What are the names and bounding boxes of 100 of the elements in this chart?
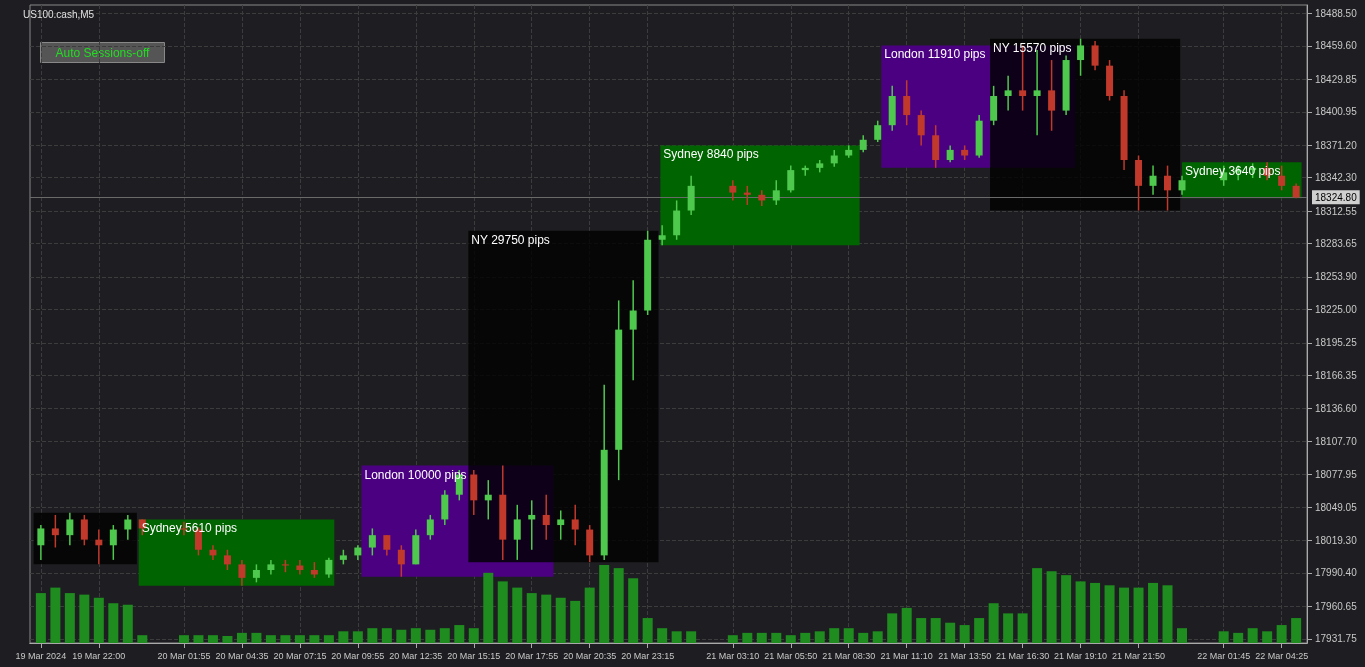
bar <box>64 593 75 643</box>
bar <box>555 597 566 643</box>
y-tick-label: 18195.25 <box>1315 337 1358 349</box>
candlestick <box>874 119 882 143</box>
bar <box>251 632 262 643</box>
candlestick <box>484 479 492 521</box>
y-tick-label: 18077.95 <box>1315 469 1358 481</box>
bar <box>410 628 421 643</box>
candlestick <box>557 509 565 541</box>
candlestick <box>1149 164 1157 196</box>
candlestick <box>571 504 579 547</box>
ref-line-label: 18324.80 <box>1315 191 1358 203</box>
candlestick <box>1077 37 1085 77</box>
candlestick <box>629 279 637 381</box>
candlestick <box>1048 59 1056 132</box>
bar <box>771 632 782 643</box>
bar <box>1090 582 1101 643</box>
bar <box>930 618 941 643</box>
bar <box>1061 575 1072 643</box>
candlestick <box>658 224 666 247</box>
bar <box>858 632 869 643</box>
bar <box>454 625 465 643</box>
bar <box>628 578 639 643</box>
bar <box>541 594 552 643</box>
bar <box>1133 587 1144 643</box>
bar <box>137 635 148 643</box>
candlestick <box>513 504 521 561</box>
bar <box>367 628 378 643</box>
y-tick-label: 18049.05 <box>1315 501 1358 513</box>
bar <box>785 635 796 643</box>
y-tick-label: 18312.55 <box>1315 205 1358 217</box>
bar <box>613 568 624 643</box>
band-label: Sydney 8840 pips <box>663 147 759 162</box>
x-tick-label: 21 Mar 05:50 <box>764 650 818 661</box>
y-tick-label: 18429.85 <box>1315 73 1358 85</box>
candlestick <box>1164 164 1172 212</box>
candlestick <box>368 527 376 557</box>
y-tick-label: 17931.75 <box>1315 633 1358 645</box>
candlestick <box>80 514 88 547</box>
candlestick <box>1278 164 1286 192</box>
y-tick-label: 18107.70 <box>1315 435 1358 447</box>
bar <box>294 635 305 643</box>
x-tick-label: 21 Mar 16:30 <box>996 650 1050 661</box>
bar <box>887 613 898 643</box>
candlestick <box>787 164 795 194</box>
bar <box>1162 585 1173 643</box>
bar <box>468 628 479 643</box>
candlestick <box>223 549 231 571</box>
bar <box>814 631 825 643</box>
bar <box>570 600 581 643</box>
bar <box>872 631 883 643</box>
bar <box>193 635 204 643</box>
candlestick <box>383 534 391 557</box>
bar <box>988 603 999 643</box>
x-tick-label: 20 Mar 09:55 <box>331 650 385 661</box>
band-label: NY 29750 pips <box>471 232 550 247</box>
bar <box>526 593 537 643</box>
bar <box>1032 568 1043 643</box>
bar <box>1148 582 1159 643</box>
bar <box>1075 581 1086 643</box>
bar <box>1233 632 1244 643</box>
bar <box>1262 631 1273 643</box>
candlestick <box>903 79 911 126</box>
x-tick-label: 20 Mar 15:15 <box>447 650 501 661</box>
bar <box>323 635 334 643</box>
bar <box>108 603 119 643</box>
bar <box>1017 613 1028 643</box>
bar <box>512 587 523 643</box>
chart-title: US100.cash,M5 <box>23 8 95 20</box>
bar <box>671 631 682 643</box>
candlestick <box>124 514 132 541</box>
candlestick <box>238 559 246 587</box>
x-tick-label: 20 Mar 07:15 <box>273 650 327 661</box>
x-tick-label: 21 Mar 03:10 <box>706 650 760 661</box>
x-tick-label: 20 Mar 04:35 <box>215 650 269 661</box>
bar <box>959 625 970 643</box>
candlestick <box>37 524 45 561</box>
bar <box>352 631 363 643</box>
band-label: NY 15570 pips <box>993 40 1072 55</box>
bar <box>742 632 753 643</box>
bar <box>79 594 90 643</box>
x-tick-label: 21 Mar 08:30 <box>822 650 876 661</box>
bar <box>222 635 233 643</box>
bar <box>829 628 840 643</box>
y-tick-label: 18371.20 <box>1315 139 1358 151</box>
candlestick <box>1004 75 1012 112</box>
y-tick-label: 17960.65 <box>1315 600 1358 612</box>
y-tick-label: 18136.60 <box>1315 403 1358 415</box>
candlestick <box>109 524 117 561</box>
bar <box>178 635 189 643</box>
bar <box>686 631 697 643</box>
candlestick <box>542 493 550 541</box>
bar <box>439 628 450 643</box>
x-tick-label: 19 Mar 2024 <box>15 650 67 661</box>
bar <box>497 581 508 643</box>
bar <box>280 635 291 643</box>
bar <box>35 593 46 643</box>
candlestick <box>95 528 103 566</box>
x-tick-label: 22 Mar 01:45 <box>1197 650 1251 661</box>
bar <box>122 604 133 643</box>
